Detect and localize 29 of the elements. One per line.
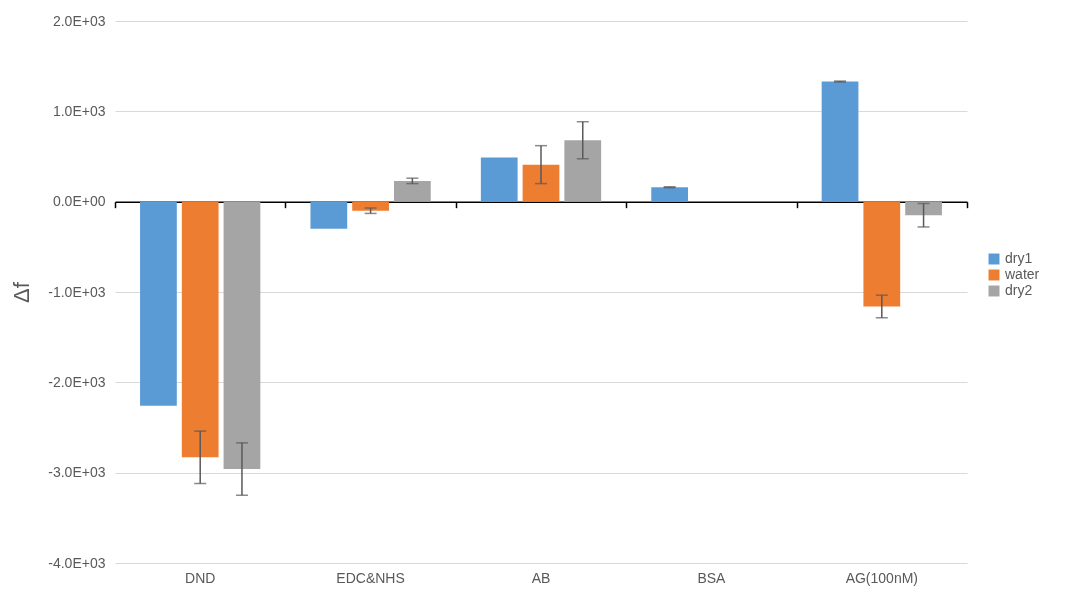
x-tick-label: AB — [531, 569, 551, 586]
bar — [863, 201, 901, 307]
x-tick-label: BSA — [697, 569, 727, 586]
y-tick-label: -2.0E+03 — [48, 373, 106, 390]
bar — [564, 140, 602, 202]
x-tick-label: DND — [185, 569, 216, 586]
bar — [140, 201, 177, 406]
legend-label: dry1 — [1005, 250, 1033, 266]
x-tick-label: AG(100nM) — [845, 569, 918, 586]
bar — [352, 201, 389, 211]
y-axis-title: Δf — [9, 281, 35, 303]
y-tick-label: -4.0E+03 — [48, 554, 106, 571]
bar — [651, 187, 689, 202]
y-tick-label: -1.0E+03 — [48, 283, 106, 300]
bar — [522, 164, 560, 202]
bar — [905, 201, 942, 216]
legend-label: dry2 — [1005, 282, 1033, 298]
bar — [310, 201, 348, 229]
legend-label: water — [1004, 266, 1040, 282]
y-tick-label: -3.0E+03 — [48, 464, 106, 481]
bar — [223, 201, 261, 470]
bar — [480, 157, 518, 202]
y-tick-label: 0.0E+00 — [52, 193, 106, 210]
x-tick-label: EDC&NHS — [336, 569, 405, 586]
y-tick-label: 1.0E+03 — [52, 102, 106, 119]
bar — [393, 180, 431, 202]
y-tick-label: 2.0E+03 — [52, 12, 106, 29]
bar — [821, 81, 859, 202]
bar — [181, 201, 219, 458]
